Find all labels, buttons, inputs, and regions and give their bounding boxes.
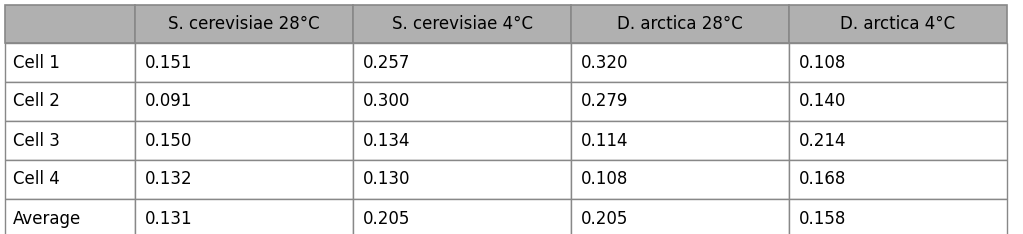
- Bar: [353, 5, 571, 43]
- Bar: [789, 82, 1007, 121]
- Text: Average: Average: [13, 209, 81, 227]
- Text: Cell 4: Cell 4: [13, 171, 59, 189]
- Text: Cell 3: Cell 3: [13, 132, 60, 150]
- Bar: [353, 199, 571, 234]
- Text: 0.150: 0.150: [145, 132, 192, 150]
- Bar: [135, 160, 353, 199]
- Text: 0.257: 0.257: [363, 54, 410, 72]
- Text: 0.108: 0.108: [581, 171, 628, 189]
- Text: 0.108: 0.108: [799, 54, 846, 72]
- Text: 0.205: 0.205: [581, 209, 628, 227]
- Bar: [789, 5, 1007, 43]
- Bar: [571, 121, 789, 160]
- Bar: [353, 82, 571, 121]
- Bar: [571, 5, 789, 43]
- Bar: [5, 82, 135, 121]
- Bar: [5, 43, 135, 82]
- Bar: [571, 43, 789, 82]
- Bar: [135, 5, 353, 43]
- Text: 0.168: 0.168: [799, 171, 846, 189]
- Bar: [5, 160, 135, 199]
- Text: D. arctica 4°C: D. arctica 4°C: [841, 15, 955, 33]
- Text: 0.214: 0.214: [799, 132, 846, 150]
- Bar: [571, 82, 789, 121]
- Bar: [135, 199, 353, 234]
- Bar: [5, 199, 135, 234]
- Bar: [5, 5, 135, 43]
- Text: 0.091: 0.091: [145, 92, 192, 110]
- Bar: [353, 43, 571, 82]
- Bar: [789, 199, 1007, 234]
- Bar: [353, 121, 571, 160]
- Text: 0.130: 0.130: [363, 171, 410, 189]
- Text: S. cerevisiae 4°C: S. cerevisiae 4°C: [392, 15, 533, 33]
- Text: D. arctica 28°C: D. arctica 28°C: [617, 15, 743, 33]
- Text: Cell 2: Cell 2: [13, 92, 60, 110]
- Text: 0.114: 0.114: [581, 132, 628, 150]
- Text: 0.320: 0.320: [581, 54, 628, 72]
- Text: 0.134: 0.134: [363, 132, 410, 150]
- Text: 0.132: 0.132: [145, 171, 192, 189]
- Bar: [571, 160, 789, 199]
- Text: 0.158: 0.158: [799, 209, 846, 227]
- Bar: [789, 121, 1007, 160]
- Bar: [353, 160, 571, 199]
- Bar: [571, 199, 789, 234]
- Text: 0.140: 0.140: [799, 92, 846, 110]
- Text: Cell 1: Cell 1: [13, 54, 60, 72]
- Bar: [135, 82, 353, 121]
- Bar: [135, 43, 353, 82]
- Text: 0.131: 0.131: [145, 209, 192, 227]
- Bar: [789, 43, 1007, 82]
- Bar: [135, 121, 353, 160]
- Bar: [5, 121, 135, 160]
- Bar: [789, 160, 1007, 199]
- Text: 0.205: 0.205: [363, 209, 410, 227]
- Text: S. cerevisiae 28°C: S. cerevisiae 28°C: [168, 15, 320, 33]
- Text: 0.300: 0.300: [363, 92, 410, 110]
- Text: 0.151: 0.151: [145, 54, 192, 72]
- Text: 0.279: 0.279: [581, 92, 628, 110]
